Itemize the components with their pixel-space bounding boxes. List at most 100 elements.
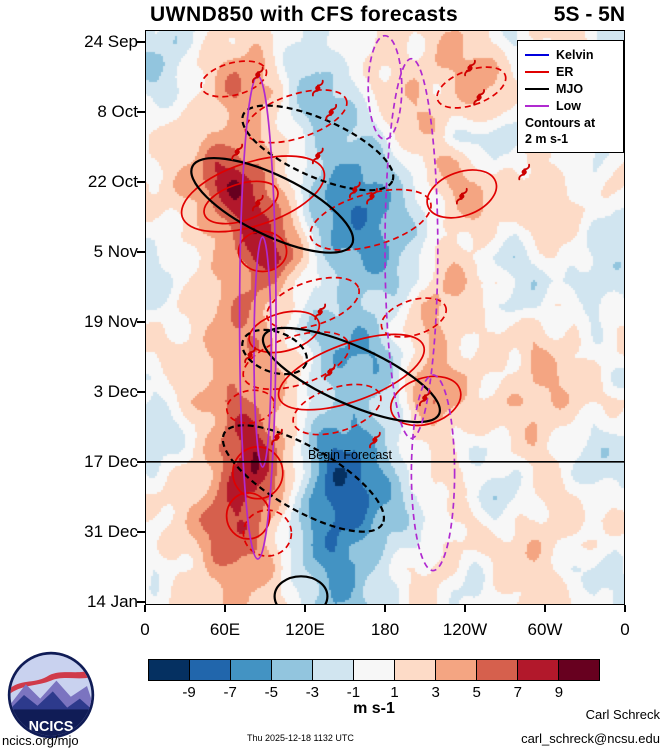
legend-label: Kelvin bbox=[556, 47, 594, 62]
tropical-cyclone-icon bbox=[251, 66, 264, 84]
logo-text: NCICS bbox=[29, 719, 74, 735]
y-axis-tick bbox=[137, 181, 145, 184]
tropical-cyclone-icon bbox=[244, 346, 256, 364]
x-axis-tick bbox=[224, 605, 226, 612]
contour-mjo-dashed bbox=[241, 328, 309, 376]
x-axis-label: 0 bbox=[620, 620, 630, 639]
tropical-cyclone-icon bbox=[314, 303, 327, 321]
ncics-logo: NCICS bbox=[7, 651, 95, 739]
colorbar-segment bbox=[558, 660, 599, 680]
tropical-cyclone-icon bbox=[418, 389, 431, 407]
x-axis-tick bbox=[544, 605, 546, 612]
contour-er-solid bbox=[203, 180, 279, 225]
er-line-sample bbox=[525, 70, 549, 73]
tropical-cyclone-icon bbox=[369, 431, 381, 449]
y-axis-label: 22 Oct bbox=[87, 172, 138, 192]
legend-item-er: ER bbox=[525, 63, 616, 80]
legend-label: Low bbox=[556, 98, 581, 113]
colorbar bbox=[148, 659, 600, 681]
colorbar-segment bbox=[149, 660, 189, 680]
tropical-cyclone-icon bbox=[473, 89, 485, 106]
y-axis-tick bbox=[137, 111, 145, 114]
contour-mjo-solid bbox=[190, 156, 355, 254]
latitude-band-label: 5S - 5N bbox=[553, 3, 625, 26]
x-axis-label: 120W bbox=[442, 620, 488, 639]
x-axis-tick bbox=[384, 605, 386, 612]
contour-low-dashed bbox=[410, 374, 456, 572]
contour-er-dashed bbox=[309, 188, 432, 251]
tropical-cyclone-icon bbox=[455, 187, 468, 205]
contour-er-dashed bbox=[242, 509, 293, 557]
contour-mjo-dashed bbox=[221, 424, 386, 533]
colorbar-segment bbox=[230, 660, 271, 680]
y-axis-label: 8 Oct bbox=[97, 102, 138, 122]
x-axis-label: 180 bbox=[370, 620, 400, 639]
x-axis-label: 120E bbox=[285, 620, 325, 639]
colorbar-unit-label: m s-1 bbox=[353, 700, 395, 717]
y-axis-tick bbox=[137, 251, 145, 254]
y-axis-label: 31 Dec bbox=[84, 522, 138, 542]
contour-er-dashed bbox=[200, 60, 268, 98]
colorbar-tick-label: -9 bbox=[182, 684, 196, 701]
tropical-cyclone-icon bbox=[311, 79, 324, 97]
colorbar-tick-label: 5 bbox=[472, 684, 481, 701]
colorbar-segment bbox=[271, 660, 312, 680]
colorbar-tick-label: -7 bbox=[223, 684, 237, 701]
begin-forecast-label: Begin Forecast bbox=[308, 448, 393, 462]
tropical-cyclone-icon bbox=[311, 147, 324, 165]
contour-er-dashed bbox=[380, 297, 448, 338]
plot-overlay: Begin Forecast bbox=[145, 34, 625, 605]
tropical-cyclone-icon bbox=[251, 194, 264, 212]
contour-low-dashed bbox=[367, 34, 403, 141]
y-axis-label: 3 Dec bbox=[93, 382, 138, 402]
x-axis-tick bbox=[304, 605, 306, 612]
mjo-line-sample bbox=[525, 87, 549, 90]
contour-er-dashed bbox=[292, 383, 382, 436]
colorbar-segment bbox=[435, 660, 476, 680]
colorbar-tick-label: -3 bbox=[305, 684, 320, 701]
logo-front-mountains bbox=[10, 691, 92, 713]
y-axis-tick bbox=[137, 41, 145, 44]
legend-item-low: Low bbox=[525, 97, 616, 114]
legend-label: ER bbox=[556, 64, 574, 79]
colorbar-segment bbox=[312, 660, 353, 680]
x-axis-tick bbox=[624, 605, 626, 612]
colorbar-tick-label: -5 bbox=[264, 684, 278, 701]
colorbar-segment bbox=[353, 660, 394, 680]
colorbar-segment bbox=[517, 660, 558, 680]
y-axis-tick bbox=[137, 601, 145, 604]
colorbar-tick-label: 9 bbox=[554, 684, 564, 701]
tropical-cyclone-icon bbox=[366, 187, 378, 205]
x-axis-tick bbox=[144, 605, 146, 612]
y-axis-label: 5 Nov bbox=[93, 242, 138, 262]
colorbar-segment bbox=[189, 660, 230, 680]
y-axis-tick bbox=[137, 321, 145, 324]
footer-timestamp: Thu 2025-12-18 1132 UTC bbox=[247, 733, 354, 743]
y-axis-tick bbox=[137, 461, 145, 464]
legend-item-mjo: MJO bbox=[525, 80, 616, 97]
contour-er-solid bbox=[237, 230, 288, 273]
contour-er-solid bbox=[426, 169, 498, 219]
colorbar-tick-label: 7 bbox=[513, 684, 522, 701]
y-axis-label: 19 Nov bbox=[84, 312, 138, 332]
colorbar-tick-label: 1 bbox=[390, 684, 399, 701]
colorbar-segment bbox=[476, 660, 517, 680]
tropical-cyclone-icon bbox=[464, 59, 476, 77]
y-axis-tick bbox=[137, 531, 145, 534]
contour-er-solid bbox=[277, 333, 426, 411]
contour-mjo-solid bbox=[261, 326, 441, 424]
tropical-cyclone-icon bbox=[271, 428, 283, 446]
y-axis-tick bbox=[137, 391, 145, 394]
contour-low-dashed bbox=[384, 57, 439, 440]
legend-box: Kelvin ER MJO Low Contours at 2 m s-1 bbox=[517, 40, 624, 153]
colorbar-tick-label: -1 bbox=[346, 684, 361, 701]
contour-mjo-dashed bbox=[241, 104, 395, 192]
contour-er-solid bbox=[180, 155, 326, 233]
contour-er-solid bbox=[225, 492, 271, 540]
contour-mjo-solid bbox=[273, 575, 329, 605]
tropical-cyclone-icon bbox=[518, 163, 531, 181]
kelvin-line-sample bbox=[525, 53, 549, 56]
page-title: UWND850 with CFS forecasts bbox=[150, 3, 459, 26]
footer-site-url: ncics.org/mjo bbox=[2, 733, 79, 748]
y-axis-label: 14 Jan bbox=[86, 592, 138, 612]
